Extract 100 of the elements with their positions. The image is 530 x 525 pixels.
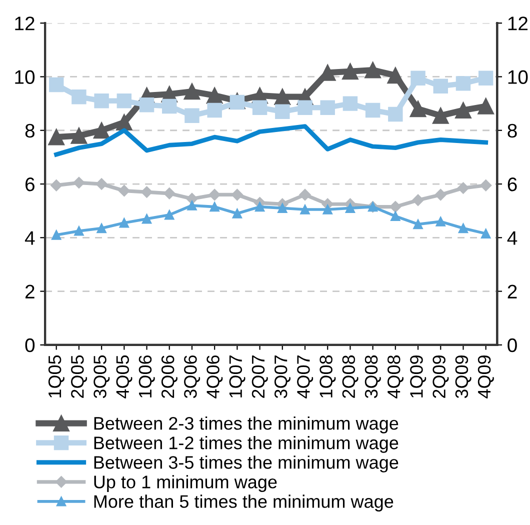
x-tick-label: 1Q05 <box>48 355 64 398</box>
y-tick-label: 8 <box>25 124 34 138</box>
point <box>48 77 64 92</box>
y-tick-label: 10 <box>15 70 35 84</box>
point <box>345 203 356 214</box>
y2-tick-label: 0 <box>508 338 517 352</box>
x-tick-label: 2Q06 <box>161 355 178 398</box>
point <box>51 230 62 240</box>
point <box>365 102 380 118</box>
point <box>298 100 312 115</box>
point <box>93 122 110 139</box>
legend-label: Between 3-5 times the minimum wage <box>94 456 398 472</box>
point <box>480 228 491 238</box>
legend-label: More than 5 times the minimum wage <box>94 494 394 512</box>
point <box>456 76 471 91</box>
point <box>116 114 132 131</box>
x-tick-label: 2Q07 <box>252 356 268 398</box>
point <box>433 78 448 94</box>
y-tick-label: 0 <box>25 338 35 352</box>
x-tick-label: 3Q07 <box>274 356 290 398</box>
point <box>410 100 426 118</box>
point <box>274 88 291 106</box>
point <box>252 100 268 115</box>
y2-tick-label: 12 <box>508 16 528 30</box>
point <box>208 188 220 201</box>
legend-label: Up to 1 minimum wage <box>94 475 277 492</box>
point <box>207 102 222 118</box>
point <box>184 83 200 100</box>
y-tick-label: 4 <box>24 231 35 245</box>
point <box>434 188 446 201</box>
x-tick-label: 4Q09 <box>478 356 494 398</box>
point <box>436 216 446 226</box>
point <box>480 180 492 192</box>
point <box>142 214 152 224</box>
point <box>164 188 176 200</box>
point <box>96 223 106 234</box>
point <box>73 176 85 188</box>
y-tick-label: 6 <box>26 177 34 192</box>
point <box>116 94 132 108</box>
point <box>300 204 310 214</box>
point <box>387 67 404 84</box>
point <box>299 188 311 201</box>
point <box>478 98 494 114</box>
point <box>72 89 86 104</box>
y2-tick-label: 8 <box>508 124 517 138</box>
x-tick-label: 3Q06 <box>184 355 200 398</box>
y2-tick-label: 6 <box>508 177 517 192</box>
point <box>390 201 402 213</box>
x-tick-label: 4Q08 <box>387 355 404 398</box>
point <box>119 218 130 228</box>
x-tick-label: 4Q07 <box>297 356 314 398</box>
x-tick-label: 2Q05 <box>71 355 88 398</box>
point <box>70 128 88 144</box>
point <box>410 70 426 86</box>
point <box>74 226 84 236</box>
point <box>457 182 470 194</box>
x-tick-label: 1Q06 <box>138 355 155 398</box>
x-tick-label: 3Q09 <box>455 356 472 398</box>
x-tick-label: 1Q08 <box>320 355 336 398</box>
y-tick-label: 12 <box>15 16 34 30</box>
point <box>164 210 174 220</box>
point <box>118 184 130 197</box>
point <box>388 106 403 122</box>
point <box>96 178 108 190</box>
point <box>232 208 242 218</box>
point <box>342 63 358 80</box>
x-tick-label: 2Q08 <box>342 355 358 398</box>
x-tick-label: 1Q07 <box>229 356 246 398</box>
point <box>162 98 177 114</box>
x-tick-label: 2Q09 <box>432 356 449 398</box>
legend-label: Between 2-3 times the minimum wage <box>94 416 398 434</box>
point <box>139 98 154 112</box>
point <box>390 211 400 222</box>
point <box>432 107 449 124</box>
y-tick-label: 2 <box>25 284 34 298</box>
point <box>94 94 109 108</box>
x-tick-label: 3Q08 <box>364 355 381 398</box>
y2-tick-label: 10 <box>508 70 528 84</box>
point <box>210 202 220 212</box>
point <box>322 204 332 214</box>
x-tick-label: 1Q09 <box>410 356 426 398</box>
point <box>458 223 468 234</box>
point <box>412 194 424 206</box>
point <box>187 200 197 210</box>
y2-tick-label: 2 <box>508 284 517 298</box>
point <box>413 219 423 230</box>
x-tick-label: 4Q06 <box>206 355 223 398</box>
legend-label: Between 1-2 times the minimum wage <box>94 436 398 453</box>
point <box>478 70 494 86</box>
point <box>140 186 153 198</box>
point <box>364 62 382 78</box>
x-tick-label: 3Q05 <box>94 355 110 398</box>
y2-tick-label: 4 <box>507 231 518 245</box>
point <box>184 108 200 123</box>
point <box>48 128 65 146</box>
point <box>278 203 288 214</box>
point <box>455 102 472 118</box>
point <box>254 202 265 212</box>
point <box>230 94 245 110</box>
point <box>206 87 223 104</box>
